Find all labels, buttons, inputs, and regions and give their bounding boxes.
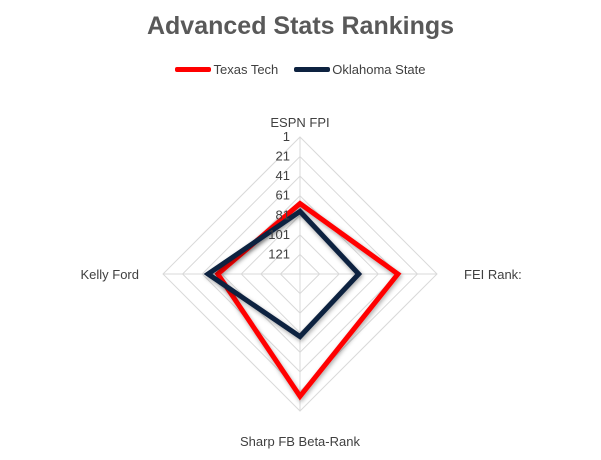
tick-label: 21 xyxy=(276,149,290,164)
tick-label: 41 xyxy=(276,168,290,183)
tick-label: 1 xyxy=(283,129,290,144)
chart-title: Advanced Stats Rankings xyxy=(146,12,455,40)
legend-swatch-texas-tech xyxy=(175,67,212,72)
tick-label: 61 xyxy=(276,188,290,203)
legend-label-oklahoma-state: Oklahoma State xyxy=(332,62,426,77)
tick-label: 121 xyxy=(268,246,290,261)
axis-label: Kelly Ford xyxy=(80,267,139,282)
tick-label: 101 xyxy=(268,227,290,242)
legend: Texas Tech Oklahoma State xyxy=(0,62,601,77)
axis-label: ESPN FPI xyxy=(270,115,329,130)
axis-label: FEI Rank: xyxy=(464,267,522,282)
legend-label-texas-tech: Texas Tech xyxy=(213,62,279,77)
legend-item-oklahoma-state: Oklahoma State xyxy=(294,62,426,77)
legend-swatch-oklahoma-state xyxy=(294,67,331,72)
tick-label: 81 xyxy=(276,207,290,222)
axis-label: Sharp FB Beta-Rank xyxy=(240,434,360,449)
series-oklahoma-state xyxy=(203,208,363,340)
legend-item-texas-tech: Texas Tech xyxy=(175,62,278,77)
